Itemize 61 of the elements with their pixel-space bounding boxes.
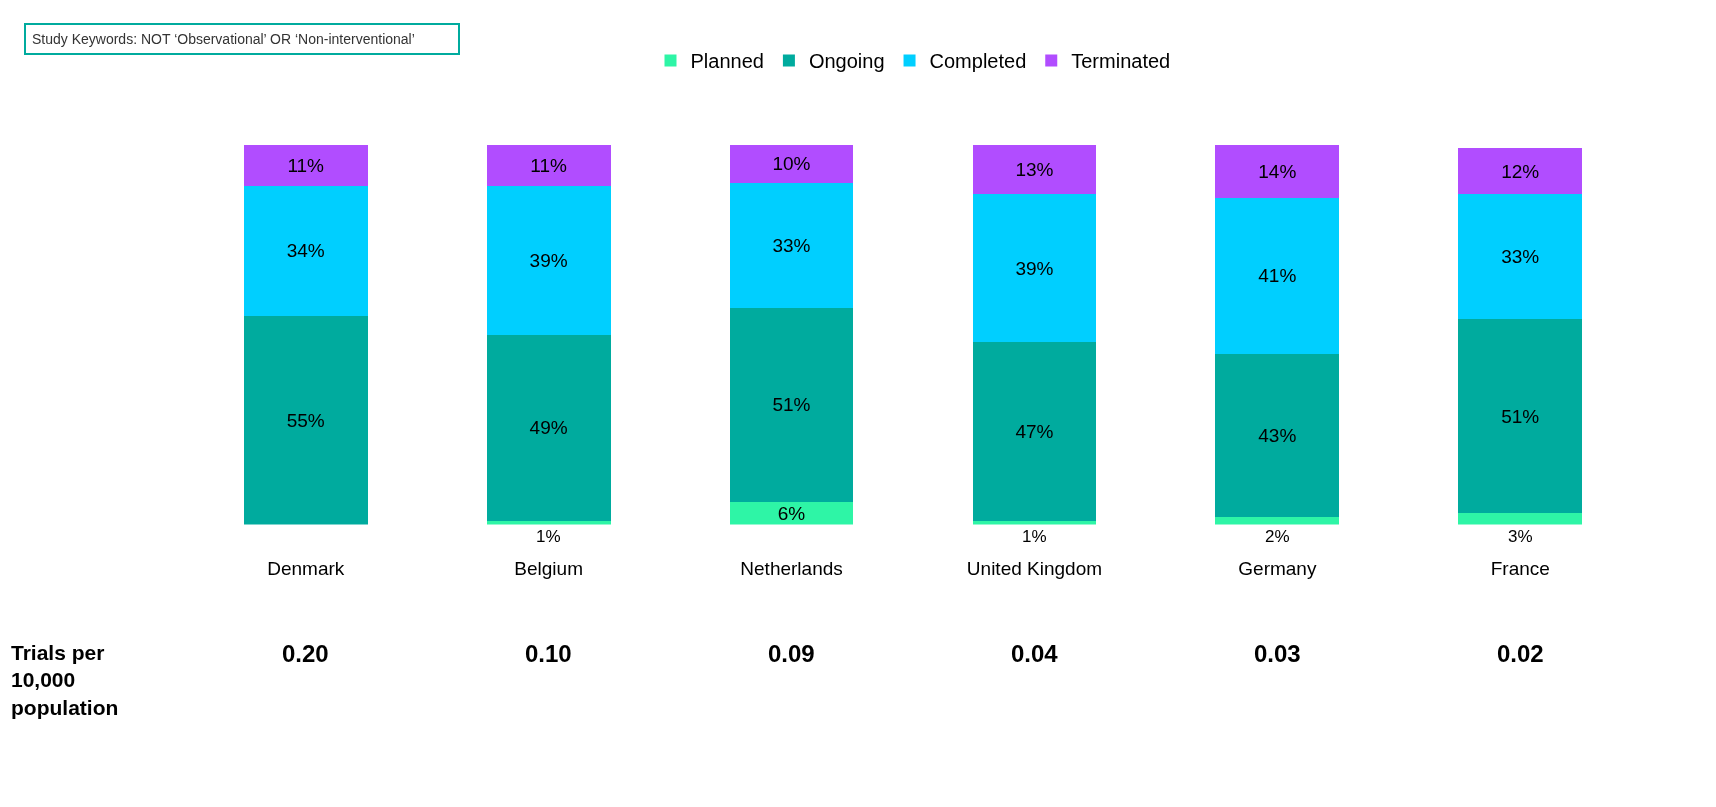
data-label: 41% bbox=[1258, 265, 1297, 287]
bar bbox=[486, 186, 611, 335]
bar bbox=[1215, 144, 1340, 198]
text: 0.20 bbox=[282, 640, 329, 667]
bar bbox=[1215, 353, 1340, 517]
bar bbox=[972, 144, 1097, 194]
data-label: 55% bbox=[286, 409, 325, 431]
data-label: 2% bbox=[1265, 527, 1290, 546]
legend-label: Ongoing bbox=[808, 50, 885, 73]
data-label: 1% bbox=[536, 527, 561, 546]
data-label: 43% bbox=[1258, 424, 1297, 446]
text: 0.02 bbox=[1497, 640, 1544, 667]
text: 0.03 bbox=[1254, 640, 1301, 667]
bar bbox=[486, 144, 611, 187]
bar bbox=[1215, 516, 1340, 525]
data-label: 10% bbox=[772, 153, 811, 175]
bar bbox=[1458, 513, 1583, 525]
x-tick-label: United Kingdom bbox=[966, 557, 1103, 579]
data-label: 1% bbox=[1022, 527, 1047, 546]
data-label: 11% bbox=[287, 154, 325, 176]
bar bbox=[729, 307, 854, 502]
bar bbox=[486, 334, 611, 521]
bar bbox=[243, 186, 368, 316]
data-label: 13% bbox=[1015, 158, 1054, 180]
x-tick-label: Netherlands bbox=[740, 557, 843, 579]
legend-label: Terminated bbox=[1071, 50, 1171, 73]
data-label: 47% bbox=[1015, 420, 1054, 442]
x-tick-label: France bbox=[1490, 557, 1550, 579]
x-tick-label: Belgium bbox=[514, 557, 583, 579]
bar bbox=[1458, 193, 1583, 320]
legend-label: Completed bbox=[929, 50, 1027, 73]
bar bbox=[1215, 197, 1340, 354]
text: 0.10 bbox=[525, 640, 572, 667]
data-label: 34% bbox=[286, 240, 325, 262]
text: 0.09 bbox=[768, 640, 815, 667]
bar bbox=[243, 315, 368, 525]
data-label: 12% bbox=[1501, 160, 1540, 182]
data-label: 33% bbox=[772, 234, 811, 256]
bar bbox=[1458, 319, 1583, 514]
text: Study Keywords: NOT ‘Observational’ OR ‘Non-interventional’ bbox=[32, 31, 415, 47]
data-label: 51% bbox=[772, 394, 811, 416]
data-label: 14% bbox=[1258, 160, 1297, 182]
text: Trials per 10,000 population bbox=[11, 641, 119, 719]
bar bbox=[972, 193, 1097, 343]
bar bbox=[1458, 148, 1583, 194]
x-tick-label: Denmark bbox=[267, 557, 345, 579]
text: 0.04 bbox=[1011, 640, 1059, 667]
data-label: 11% bbox=[530, 154, 568, 176]
data-label: 33% bbox=[1501, 246, 1540, 268]
x-tick-label: Germany bbox=[1238, 557, 1317, 579]
bar bbox=[729, 144, 854, 183]
bar bbox=[729, 182, 854, 308]
data-label: 3% bbox=[1508, 527, 1533, 546]
bar bbox=[972, 342, 1097, 521]
data-label: 49% bbox=[529, 417, 568, 439]
data-label: 6% bbox=[777, 502, 806, 524]
data-label: 39% bbox=[1015, 257, 1054, 279]
data-label: 51% bbox=[1501, 405, 1540, 427]
legend-label: Planned bbox=[690, 50, 764, 73]
data-label: 39% bbox=[529, 249, 568, 271]
bar bbox=[243, 144, 368, 187]
